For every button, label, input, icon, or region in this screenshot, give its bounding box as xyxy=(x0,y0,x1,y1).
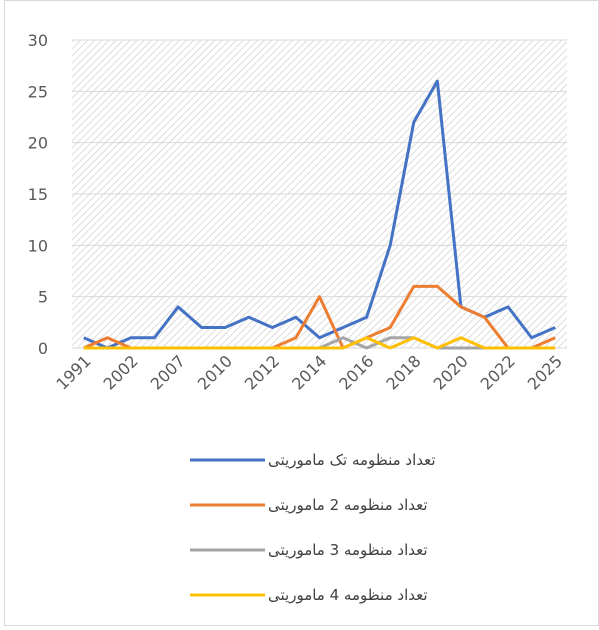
legend-label: تعداد منظومه 3 ماموریتی xyxy=(268,541,428,559)
y-tick-label: 15 xyxy=(28,185,48,204)
y-tick-label: 20 xyxy=(28,134,48,153)
legend-label: تعداد منظومه 4 ماموریتی xyxy=(268,586,428,604)
legend-label: تعداد منظومه تک ماموریتی xyxy=(268,451,436,469)
y-tick-label: 30 xyxy=(28,31,48,50)
y-tick-label: 0 xyxy=(38,339,48,358)
y-tick-label: 25 xyxy=(28,82,48,101)
y-tick-label: 5 xyxy=(38,288,48,307)
series-line xyxy=(83,336,556,350)
legend-label: تعداد منظومه 2 ماموریتی xyxy=(268,496,428,514)
y-tick-label: 10 xyxy=(28,236,48,255)
